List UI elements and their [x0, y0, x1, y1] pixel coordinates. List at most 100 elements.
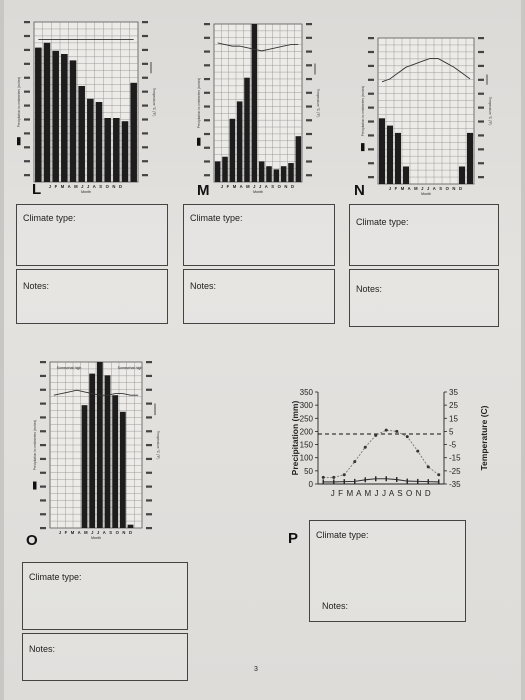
p-point-0-1: [332, 475, 336, 479]
p-point-0-6: [384, 428, 388, 432]
precip-bar-l-9: [113, 118, 120, 182]
notes-box-m[interactable]: Notes:: [183, 269, 335, 324]
letter-p: P: [288, 530, 299, 547]
p-point-0-11: [437, 473, 441, 477]
p-ytick-1: 300: [300, 401, 314, 410]
annotation-right-o: Somewhat high: [118, 366, 143, 370]
notes-box-n[interactable]: Notes:: [349, 269, 499, 327]
precip-bar-m-0: [214, 161, 221, 182]
precip-legend-swatch-m: [197, 137, 201, 146]
p-xticks: J F M A M J J A S O N D: [331, 489, 431, 498]
p-point-0-4: [363, 445, 367, 449]
p-ytick-3: 200: [300, 427, 314, 436]
p-y2tick-1: 25: [449, 401, 458, 410]
precip-bar-m-2: [229, 118, 236, 182]
climate-chart-p: 350 300 250 200 150 100 50 0 35 25 15 5 -5 -15 -25 -35 P…: [290, 388, 489, 498]
p-ytick-2: 250: [300, 414, 314, 423]
letter-l: L: [32, 181, 42, 198]
month-axis-m: J F M A M J J A S O N D: [221, 184, 295, 189]
precip-bar-o-8: [112, 395, 119, 528]
precip-bar-l-10: [121, 121, 129, 182]
p-point-0-5: [374, 433, 378, 437]
notes-label-m: Notes:: [190, 281, 217, 291]
precip-bar-m-9: [280, 166, 287, 182]
climate-type-label-m: Climate type:: [190, 213, 243, 223]
p-ylabel: Precipitation (mm): [290, 401, 300, 476]
x-title-n: Month: [421, 192, 431, 196]
precip-bar-m-3: [236, 101, 243, 182]
notes-label-l: Notes:: [23, 281, 50, 291]
precip-bar-o-5: [89, 373, 96, 528]
p-y2tick-3: 5: [449, 427, 454, 436]
precip-bar-l-6: [87, 98, 94, 182]
p-point-0-3: [353, 460, 357, 464]
precip-bar-m-7: [266, 166, 272, 182]
precip-bar-o-10: [127, 524, 134, 528]
climate-type-box-l[interactable]: Climate type:: [16, 204, 168, 266]
x-title-m: Month: [253, 190, 263, 194]
p-point-0-2: [342, 473, 346, 477]
precip-legend-swatch-l: [17, 137, 21, 146]
right-axis-title-l: Temperature °C (°F): [152, 88, 156, 117]
precip-bar-l-3: [61, 54, 68, 182]
p-y2tick-7: -35: [449, 480, 461, 489]
precip-bar-l-2: [52, 50, 59, 182]
p-series-line-1: [323, 478, 439, 483]
p-point-0-8: [405, 435, 409, 439]
notes-box-o[interactable]: Notes:: [22, 633, 188, 681]
precip-bar-m-11: [295, 136, 302, 182]
p-point-0-0: [321, 475, 325, 479]
precip-bar-n-3: [402, 166, 410, 184]
letter-n: N: [354, 182, 365, 199]
x-title-o: Month: [91, 536, 101, 540]
temperature-line-n: [381, 57, 471, 83]
precip-bar-m-1: [222, 156, 228, 182]
month-axis-o: J F M A M J J A S O N D: [59, 530, 133, 535]
left-axis-title-o: Precipitation in centimeters (inches): [33, 420, 37, 471]
left-axis-title-l: Precipitation in centimeters (inches): [17, 77, 21, 128]
precip-legend-swatch-n: [361, 143, 365, 152]
climate-type-box-o[interactable]: Climate type:: [22, 562, 188, 630]
p-y2label: Temperature (C): [479, 405, 489, 470]
left-axis-title-m: Precipitation in centimeters (inches): [197, 78, 201, 129]
climate-type-label-o: Climate type:: [29, 572, 82, 582]
p-point-0-9: [416, 449, 420, 453]
right-axis-title-o: Temperature °C (°F): [156, 431, 160, 460]
climate-type-box-n[interactable]: Climate type:: [349, 204, 499, 266]
page-number: 3: [254, 666, 258, 673]
climate-type-label-l: Climate type:: [23, 213, 76, 223]
precip-bar-n-1: [386, 125, 394, 184]
precip-bar-m-4: [244, 77, 250, 182]
precip-bar-o-9: [119, 411, 126, 528]
month-axis-n: J F M A M J J A S O N D: [389, 186, 463, 191]
climate-type-box-p[interactable]: Climate type: Notes:: [309, 520, 466, 622]
precip-bar-m-6: [258, 161, 265, 182]
precip-bar-o-4: [81, 405, 88, 528]
precip-bar-l-5: [78, 86, 85, 182]
p-series-line-0: [323, 429, 440, 478]
precip-bar-m-10: [288, 163, 294, 182]
climate-type-label-n: Climate type:: [356, 217, 409, 227]
precip-bar-o-7: [104, 375, 111, 528]
month-axis-l: J F M A M J J A S O N D: [49, 184, 123, 189]
precip-bar-l-11: [130, 82, 137, 182]
climate-type-box-m[interactable]: Climate type:: [183, 204, 335, 266]
p-y2tick-0: 35: [449, 388, 458, 397]
letter-o: O: [26, 532, 38, 549]
precip-bar-l-1: [43, 42, 51, 182]
p-ytick-5: 100: [300, 454, 314, 463]
precip-bar-m-8: [273, 169, 280, 182]
p-point-0-10: [426, 465, 430, 469]
temperature-line-o: [53, 389, 139, 396]
precip-bar-l-8: [104, 118, 111, 182]
notes-label-o: Notes:: [29, 644, 56, 654]
precip-bar-n-11: [466, 132, 474, 184]
p-ytick-7: 0: [309, 480, 314, 489]
right-axis-title-m: Temperature °C (°F): [316, 89, 320, 118]
precip-legend-swatch-o: [33, 481, 37, 490]
p-y2tick-4: -5: [449, 441, 457, 450]
notes-box-l[interactable]: Notes:: [16, 269, 168, 324]
